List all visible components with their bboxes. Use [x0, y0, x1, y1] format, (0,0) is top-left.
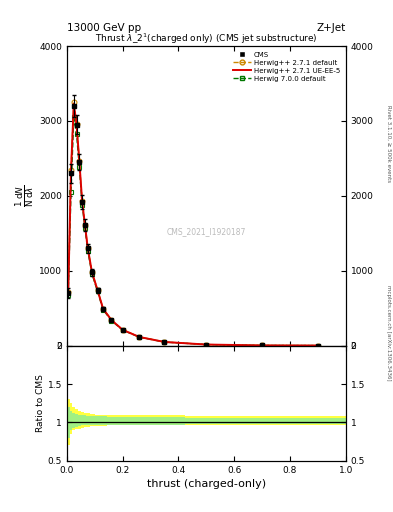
X-axis label: thrust (charged-only): thrust (charged-only): [147, 479, 266, 489]
Title: Thrust $\lambda\_2^1$(charged only) (CMS jet substructure): Thrust $\lambda\_2^1$(charged only) (CMS…: [95, 32, 318, 46]
Text: CMS_2021_I1920187: CMS_2021_I1920187: [167, 227, 246, 236]
Text: mcplots.cern.ch [arXiv:1306.3436]: mcplots.cern.ch [arXiv:1306.3436]: [386, 285, 391, 380]
Y-axis label: Ratio to CMS: Ratio to CMS: [36, 374, 45, 432]
Text: 13000 GeV pp: 13000 GeV pp: [67, 23, 141, 33]
Text: Z+Jet: Z+Jet: [317, 23, 346, 33]
Legend: CMS, Herwig++ 2.7.1 default, Herwig++ 2.7.1 UE-EE-5, Herwig 7.0.0 default: CMS, Herwig++ 2.7.1 default, Herwig++ 2.…: [231, 50, 342, 84]
Text: Rivet 3.1.10, ≥ 500k events: Rivet 3.1.10, ≥ 500k events: [386, 105, 391, 182]
Y-axis label: $\frac{1}{\mathrm{N}}\frac{\mathrm{d}N}{\mathrm{d}\lambda}$: $\frac{1}{\mathrm{N}}\frac{\mathrm{d}N}{…: [14, 185, 36, 207]
